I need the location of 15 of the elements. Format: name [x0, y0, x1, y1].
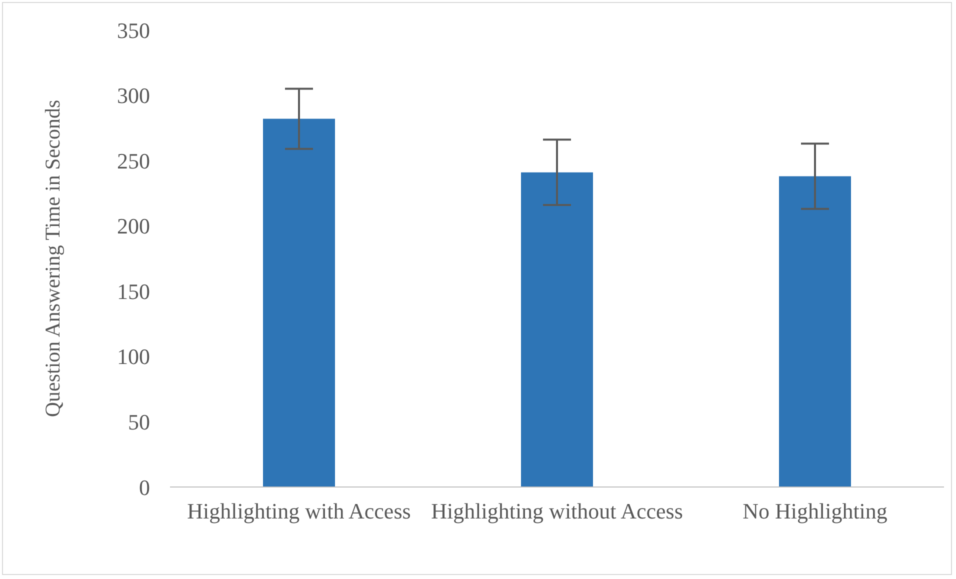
bar [263, 118, 335, 487]
bar [779, 176, 851, 487]
x-tick-label: Highlighting with Access [187, 498, 411, 524]
y-tick-label: 100 [117, 344, 150, 370]
x-tick-label: No Highlighting [742, 498, 888, 524]
y-tick-label: 300 [117, 83, 150, 108]
y-axis-title: Question Answering Time in Seconds [40, 100, 64, 418]
bar [521, 172, 593, 487]
y-tick-label: 350 [117, 18, 150, 43]
y-tick-label: 250 [117, 148, 150, 174]
y-tick-label: 200 [117, 214, 150, 239]
y-tick-label: 150 [117, 278, 150, 304]
y-tick-label: 50 [128, 410, 150, 435]
y-tick-label: 0 [139, 474, 150, 500]
x-tick-label: Highlighting without Access [431, 498, 683, 524]
